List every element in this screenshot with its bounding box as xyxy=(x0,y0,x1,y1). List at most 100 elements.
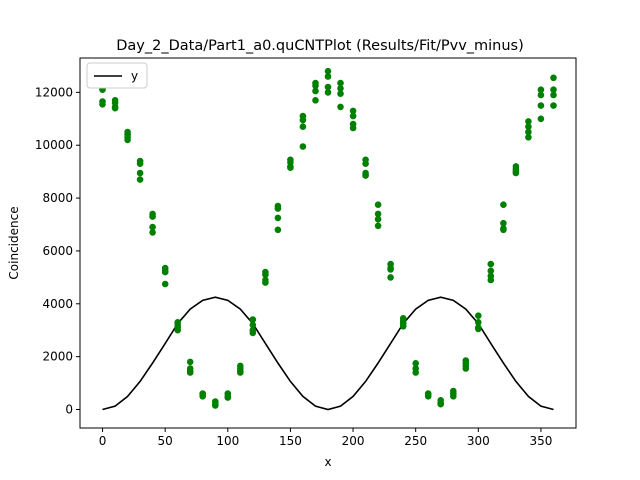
x-tick-label: 100 xyxy=(216,434,239,448)
scatter-point xyxy=(186,369,194,376)
x-tick-label: 150 xyxy=(279,434,302,448)
scatter-point xyxy=(274,214,282,222)
scatter-point xyxy=(149,213,156,220)
scatter-point xyxy=(462,365,470,372)
scatter-point xyxy=(262,271,269,279)
scatter-point xyxy=(437,400,445,408)
scatter-point xyxy=(324,67,332,75)
y-axis-label: Coincidence xyxy=(7,206,21,279)
scatter-point xyxy=(337,85,344,92)
scatter-point xyxy=(349,124,357,132)
y-tick-label: 4000 xyxy=(42,297,73,311)
scatter-point xyxy=(312,97,319,104)
y-tick-label: 8000 xyxy=(42,191,73,205)
scatter-point xyxy=(249,329,257,337)
scatter-point xyxy=(387,266,394,273)
scatter-point xyxy=(224,394,232,401)
scatter-point xyxy=(412,369,420,376)
scatter-point xyxy=(550,102,557,109)
scatter-point xyxy=(249,316,257,323)
scatter-point xyxy=(312,87,319,95)
scatter-point xyxy=(312,82,319,90)
scatter-point xyxy=(487,260,495,268)
scatter-point xyxy=(362,172,369,179)
scatter-point xyxy=(299,116,307,124)
y-axis-ticks: 0 2000 4000 6000 8000 10000 12000 xyxy=(35,85,80,417)
scatter-point xyxy=(525,128,532,136)
scatter-point xyxy=(324,73,332,80)
scatter-point xyxy=(537,91,545,99)
scatter-point xyxy=(337,79,344,87)
scatter-point xyxy=(500,226,507,234)
scatter-point xyxy=(550,74,557,82)
scatter-point xyxy=(324,89,332,96)
scatter-point xyxy=(249,321,257,329)
scatter-point xyxy=(387,274,394,281)
x-tick-label: 350 xyxy=(529,434,552,448)
scatter-point xyxy=(186,358,194,366)
scatter-point xyxy=(111,104,119,112)
x-tick-label: 200 xyxy=(342,434,365,448)
scatter-point xyxy=(500,219,507,227)
scatter-point xyxy=(161,268,169,276)
scatter-point xyxy=(262,279,269,286)
scatter-point xyxy=(362,160,369,167)
y-tick-label: 0 xyxy=(65,403,73,417)
x-tick-label: 0 xyxy=(99,434,107,448)
x-tick-label: 250 xyxy=(404,434,427,448)
scatter-point xyxy=(525,118,532,125)
data-layer xyxy=(99,67,557,411)
scatter-point xyxy=(550,86,557,93)
scatter-point xyxy=(525,123,532,130)
x-tick-label: 50 xyxy=(158,434,173,448)
y-tick-label: 6000 xyxy=(42,244,73,258)
x-axis-label: x xyxy=(324,455,331,469)
scatter-point xyxy=(274,226,282,234)
scatter-point xyxy=(274,205,282,212)
scatter-point xyxy=(450,393,457,400)
scatter-point xyxy=(99,101,106,108)
scatter-point xyxy=(237,369,244,376)
x-tick-label: 300 xyxy=(467,434,490,448)
scatter-point xyxy=(500,201,507,208)
scatter-point xyxy=(399,323,407,330)
legend-label-y: y xyxy=(131,69,138,83)
scatter-point xyxy=(487,276,495,284)
scatter-point xyxy=(374,222,382,230)
scatter-point xyxy=(512,169,520,177)
x-axis-ticks: 0 50 100 150 200 250 300 350 xyxy=(99,428,552,448)
scatter-point xyxy=(475,325,482,333)
scatter-point xyxy=(299,123,307,130)
axes-frame xyxy=(79,57,577,429)
scatter-point xyxy=(349,112,357,120)
scatter-point xyxy=(525,134,532,141)
scatter-point xyxy=(287,164,294,171)
scatter-point xyxy=(161,280,169,288)
scatter-point xyxy=(174,326,181,334)
scatter-point xyxy=(475,319,482,326)
scatter-point xyxy=(537,86,545,93)
scatter-point xyxy=(136,169,144,177)
y-tick-label: 2000 xyxy=(42,350,73,364)
scatter-point xyxy=(136,160,144,167)
scatter-point xyxy=(149,229,156,236)
scatter-point xyxy=(124,136,131,144)
scatter-point xyxy=(136,176,144,183)
legend: y xyxy=(86,62,148,89)
scatter-point xyxy=(337,90,344,97)
scatter-point xyxy=(149,223,156,231)
scatter-point xyxy=(412,360,420,367)
scatter-point xyxy=(374,201,382,208)
scatter-point xyxy=(337,103,344,111)
scatter-point xyxy=(374,215,382,223)
scatter-point xyxy=(199,393,206,400)
chart-title: Day_2_Data/Part1_a0.quCNTPlot (Results/F… xyxy=(116,38,524,54)
scatter-point xyxy=(349,107,357,115)
scatter-point xyxy=(475,312,482,320)
scatter-point xyxy=(537,115,545,123)
y-tick-label: 10000 xyxy=(35,138,73,152)
scatter-point xyxy=(424,393,432,400)
scatter-point xyxy=(487,267,495,275)
